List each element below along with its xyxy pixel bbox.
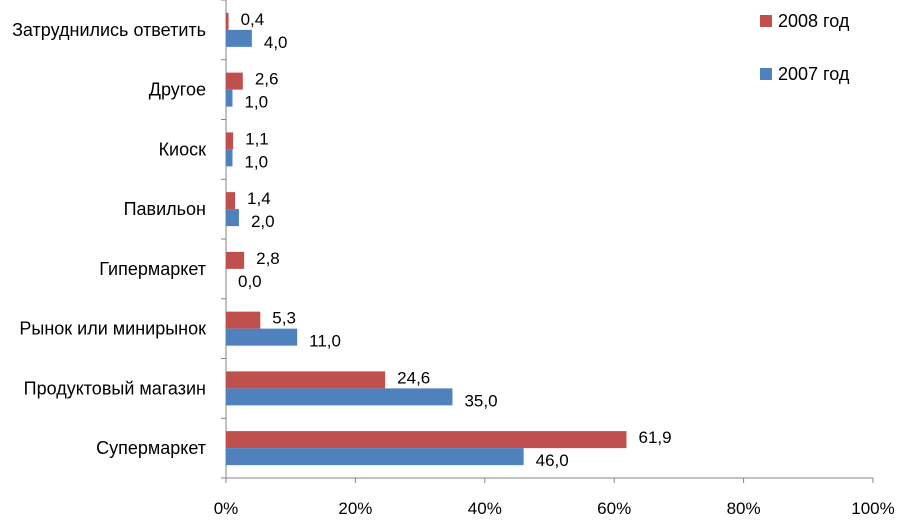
bar-2008	[226, 72, 243, 90]
data-label-2008: 1,1	[245, 129, 269, 148]
legend-label-2007: 2007 год	[778, 64, 850, 84]
data-label-2007: 1,0	[244, 93, 268, 112]
bar-2008	[226, 371, 386, 389]
data-label-2007: 4,0	[264, 33, 288, 52]
category-label: Продуктовый магазин	[24, 378, 206, 398]
legend-swatch-2008	[760, 15, 772, 27]
data-label-2008: 0,4	[241, 10, 265, 29]
x-tick-label: 100%	[851, 499, 894, 516]
data-label-2008: 5,3	[272, 309, 296, 328]
bar-2007	[226, 448, 524, 466]
data-label-2007: 1,0	[244, 152, 268, 171]
bar-2007	[226, 149, 233, 167]
bar-2008	[226, 192, 236, 210]
bar-2007	[226, 209, 239, 227]
data-label-2008: 2,8	[256, 249, 280, 268]
legend-item-2008: 2008 год	[760, 8, 890, 34]
bar-2007	[226, 89, 233, 107]
data-label-2008: 2,6	[255, 70, 279, 89]
category-label: Гипермаркет	[99, 259, 206, 279]
bar-2008	[226, 251, 245, 269]
x-tick-label: 80%	[727, 499, 761, 516]
category-label: Супермаркет	[96, 438, 206, 458]
x-tick-label: 0%	[214, 499, 239, 516]
legend-swatch-2007	[760, 68, 772, 80]
category-label: Другое	[149, 80, 206, 100]
x-tick-label: 20%	[338, 499, 372, 516]
bar-2007	[226, 29, 252, 47]
category-label: Рынок или минирынок	[19, 319, 206, 339]
data-label-2007: 11,0	[309, 332, 341, 351]
bar-2007	[226, 388, 453, 406]
x-tick-label: 60%	[597, 499, 631, 516]
data-label-2007: 0,0	[238, 272, 262, 291]
data-label-2008: 61,9	[638, 428, 671, 447]
category-label: Киоск	[159, 139, 207, 159]
legend-item-2007: 2007 год	[760, 61, 890, 87]
x-tick-label: 40%	[468, 499, 502, 516]
bar-2008	[226, 311, 261, 329]
data-label-2007: 2,0	[251, 212, 275, 231]
bar-2008	[226, 431, 627, 449]
category-label: Затруднились ответить	[12, 20, 206, 40]
legend: 2008 год 2007 год	[760, 8, 890, 114]
data-label-2007: 35,0	[464, 391, 497, 410]
data-label-2007: 46,0	[536, 451, 569, 470]
legend-label-2008: 2008 год	[778, 11, 850, 31]
data-label-2008: 24,6	[397, 368, 430, 387]
bar-2008	[226, 12, 229, 30]
bar-2008	[226, 132, 234, 150]
data-label-2008: 1,4	[247, 189, 271, 208]
bar-2007	[226, 328, 298, 346]
category-label: Павильон	[124, 199, 206, 219]
